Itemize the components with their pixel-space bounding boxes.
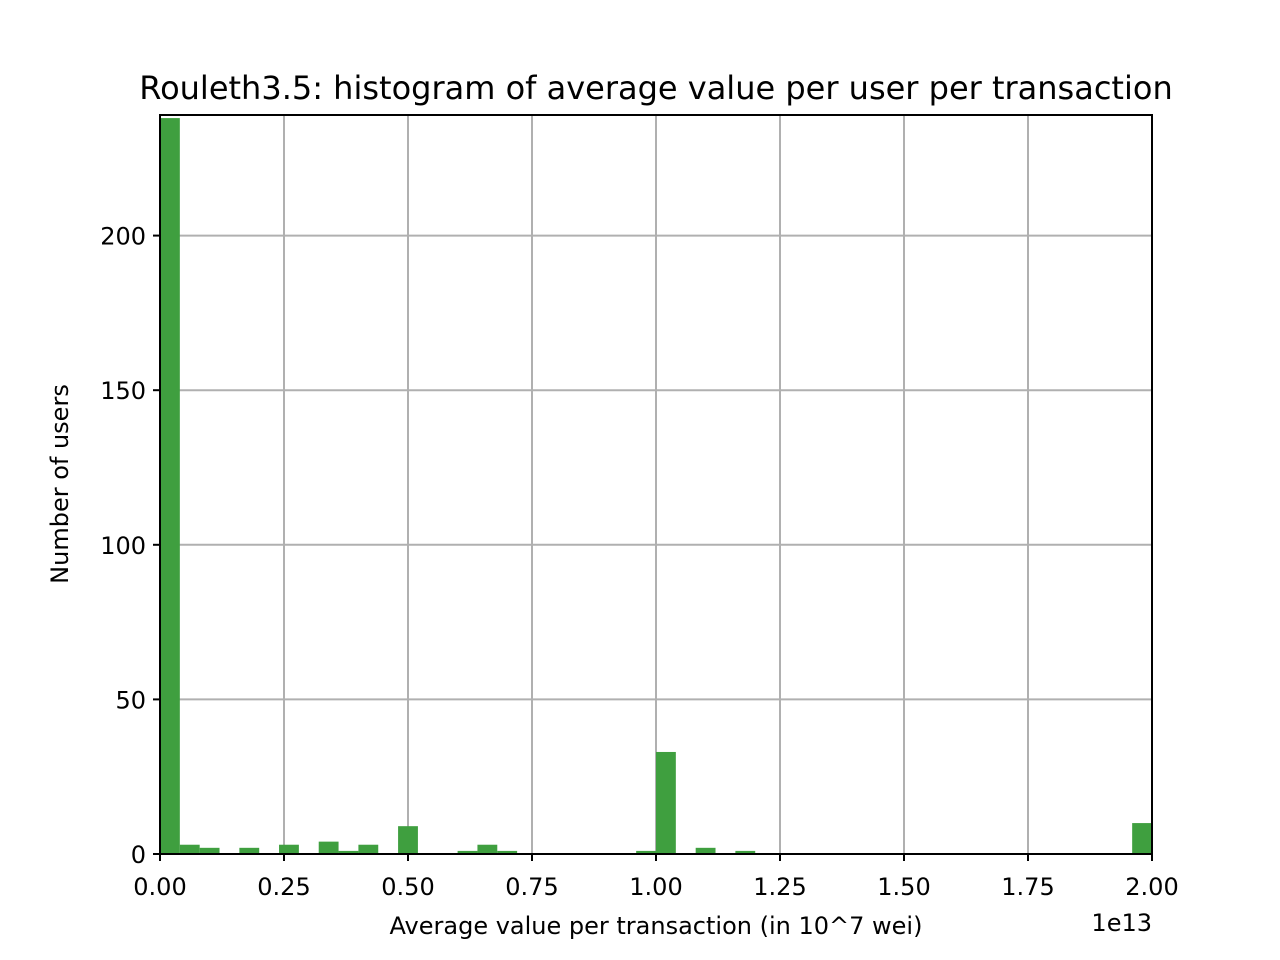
histogram-bar bbox=[656, 751, 676, 854]
x-axis-label: Average value per transaction (in 10^7 w… bbox=[390, 912, 923, 940]
histogram-bars bbox=[160, 118, 1152, 855]
x-tick-label: 1.75 bbox=[1001, 873, 1054, 901]
y-axis-label: Number of users bbox=[46, 384, 74, 584]
y-tick-label: 50 bbox=[115, 686, 146, 714]
histogram-bar bbox=[398, 826, 418, 854]
x-tick-label: 1.00 bbox=[629, 873, 682, 901]
histogram-bar bbox=[239, 847, 260, 854]
x-tick-label: 0.50 bbox=[381, 873, 434, 901]
y-tick-label: 100 bbox=[100, 532, 146, 560]
chart-title: Rouleth3.5: histogram of average value p… bbox=[139, 69, 1172, 107]
y-tick-label: 0 bbox=[131, 841, 146, 869]
y-axis-ticks: 0 50 100 150 200 bbox=[100, 223, 160, 869]
histogram-bar bbox=[318, 841, 339, 854]
histogram-bar bbox=[497, 850, 518, 854]
histogram-bar bbox=[735, 850, 756, 854]
histogram-bar bbox=[160, 118, 180, 855]
histogram-bar bbox=[457, 850, 478, 854]
x-axis-ticks: 0.00 0.25 0.50 0.75 1.00 1.25 1.50 1.75 2.00 bbox=[133, 854, 1179, 901]
histogram-bar bbox=[636, 850, 656, 854]
x-tick-label: 0.25 bbox=[257, 873, 310, 901]
histogram-bar bbox=[199, 847, 220, 854]
histogram-bar bbox=[358, 844, 379, 854]
grid-lines bbox=[159, 115, 1153, 855]
x-tick-label: 0.00 bbox=[133, 873, 186, 901]
y-tick-label: 200 bbox=[100, 223, 146, 251]
x-tick-label: 1.25 bbox=[753, 873, 806, 901]
x-tick-label: 2.00 bbox=[1125, 873, 1178, 901]
histogram-bar bbox=[477, 844, 498, 854]
histogram-bar bbox=[695, 847, 716, 854]
y-tick-label: 150 bbox=[100, 377, 146, 405]
histogram-bar bbox=[179, 844, 200, 854]
histogram-bar bbox=[338, 850, 359, 854]
x-tick-label: 1.50 bbox=[877, 873, 930, 901]
histogram-bar bbox=[279, 844, 299, 854]
x-axis-offset-label: 1e13 bbox=[1091, 909, 1152, 937]
histogram-bar bbox=[1132, 823, 1152, 854]
x-tick-label: 0.75 bbox=[505, 873, 558, 901]
